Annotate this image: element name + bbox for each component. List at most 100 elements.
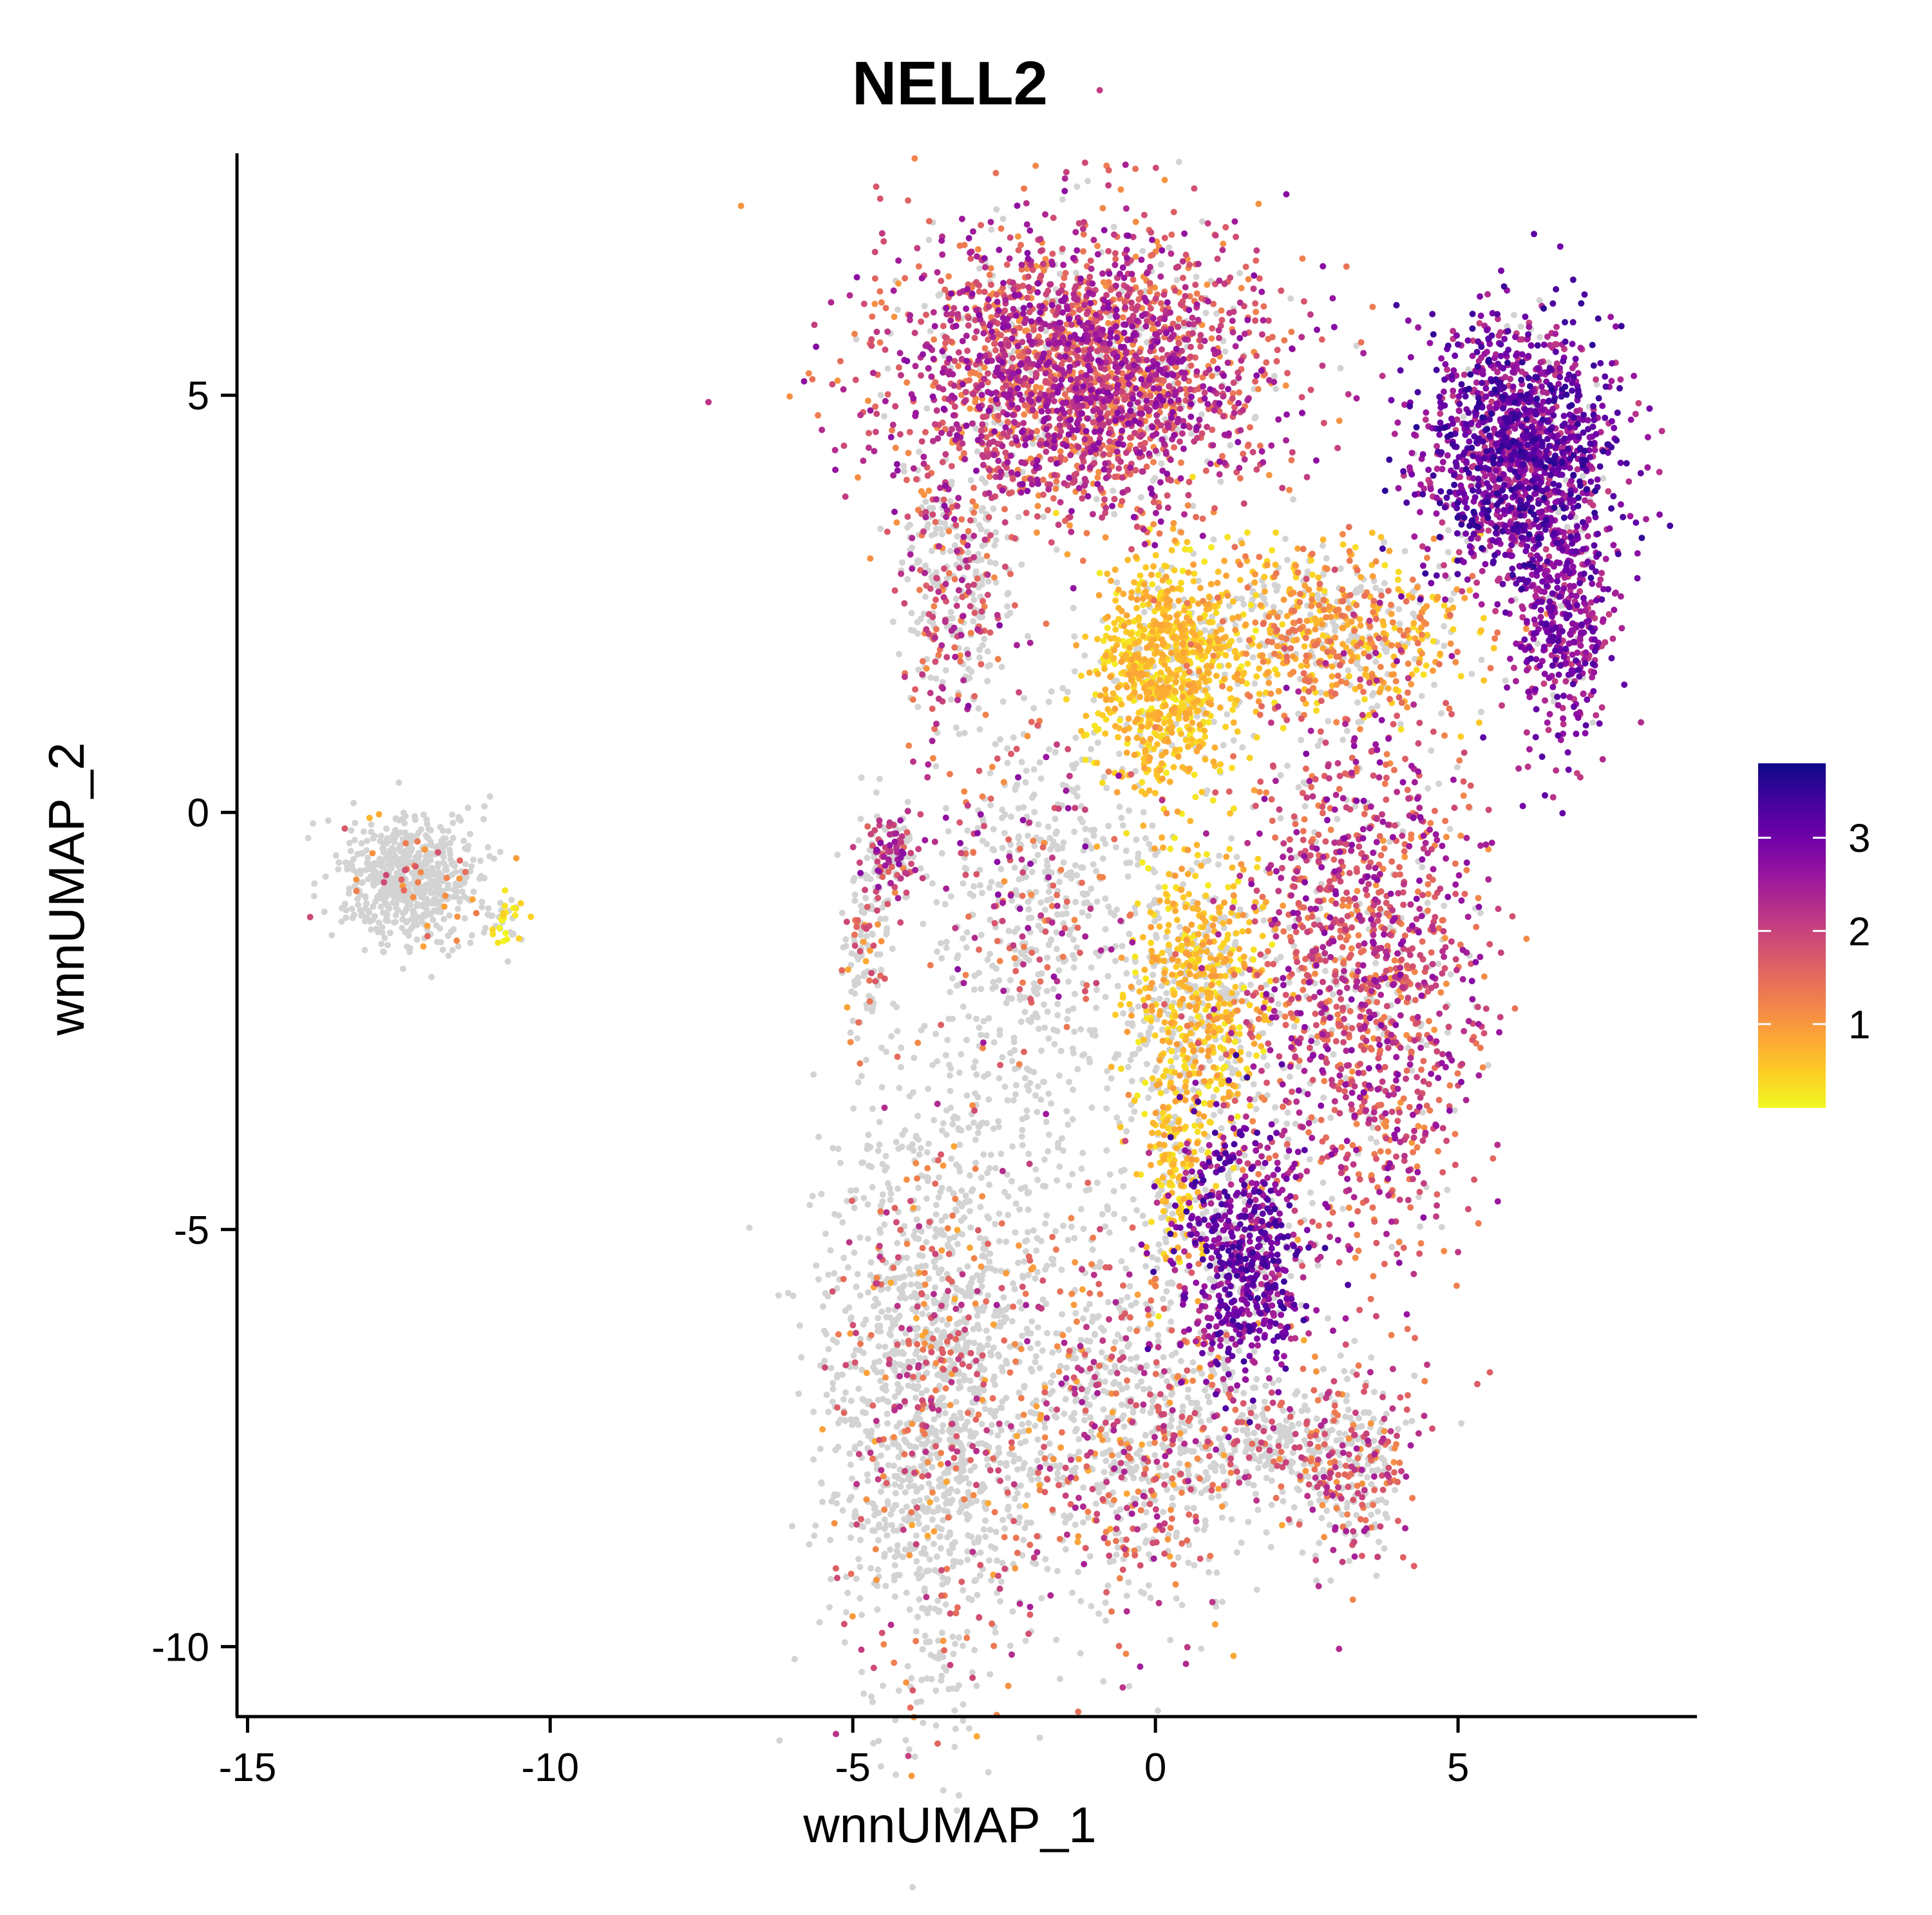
cell-point	[992, 741, 999, 748]
cell-point	[877, 1452, 884, 1459]
cell-point	[862, 1409, 869, 1416]
cell-point	[394, 870, 401, 877]
cell-point	[1105, 823, 1112, 830]
cell-point	[976, 1024, 983, 1031]
cell-point	[933, 1496, 940, 1503]
cell-point	[1090, 832, 1097, 839]
cell-point	[1070, 964, 1077, 971]
cell-point	[980, 1151, 987, 1158]
cell-point	[1103, 1458, 1110, 1464]
cell-point	[895, 1687, 902, 1694]
cell-point	[480, 815, 487, 823]
cell-point	[933, 763, 940, 770]
cell-point	[884, 1420, 891, 1427]
cell-point	[829, 1398, 836, 1405]
cell-point	[906, 521, 913, 528]
cell-point	[1511, 312, 1517, 319]
cell-point	[399, 916, 406, 923]
cell-point	[1156, 995, 1163, 1002]
cell-point	[1185, 1386, 1191, 1393]
cell-point	[1063, 872, 1070, 879]
cell-point	[1101, 1469, 1108, 1476]
cell-point	[862, 1056, 869, 1063]
cell-point	[1367, 1135, 1374, 1142]
cell-point	[1323, 1507, 1331, 1514]
cell-point	[1032, 1275, 1039, 1282]
cell-point	[950, 1558, 957, 1565]
cell-point	[1157, 261, 1164, 268]
cell-point	[971, 1646, 978, 1653]
cell-point	[891, 1367, 898, 1374]
cell-point	[1019, 1272, 1026, 1279]
cell-point	[905, 1266, 913, 1273]
cell-point	[983, 1032, 990, 1039]
cell-point	[897, 1063, 904, 1071]
cell-point	[1249, 596, 1256, 603]
cell-point	[1374, 1508, 1381, 1515]
cell-point	[822, 1230, 829, 1237]
cell-point	[973, 1015, 980, 1022]
cell-point	[1323, 555, 1330, 562]
cell-point	[845, 1264, 851, 1271]
cell-point	[869, 1184, 876, 1191]
cell-point	[956, 1509, 963, 1516]
cell-point	[875, 1537, 882, 1544]
cell-point	[1023, 1107, 1030, 1114]
cell-point	[1401, 548, 1408, 555]
cell-point	[848, 1397, 855, 1404]
cell-point	[851, 1514, 858, 1521]
cell-point	[947, 609, 954, 616]
cell-point	[965, 1595, 972, 1602]
cell-point	[1027, 1466, 1034, 1473]
cell-point	[1558, 602, 1565, 609]
cell-point	[1072, 1521, 1079, 1529]
cell-point	[450, 835, 457, 842]
cell-point	[975, 551, 982, 558]
cell-point	[1126, 859, 1133, 866]
cell-point	[1173, 1533, 1180, 1540]
cell-point	[972, 1577, 980, 1584]
cell-point	[1001, 1525, 1009, 1532]
cell-point	[1176, 1460, 1183, 1467]
cell-point	[956, 1634, 963, 1641]
cell-point	[1081, 1051, 1088, 1058]
cell-point	[1210, 1093, 1217, 1100]
cell-point	[944, 1036, 951, 1043]
cell-point	[983, 1264, 990, 1272]
cell-point	[938, 1428, 945, 1435]
chart-title: NELL2	[852, 49, 1048, 118]
cell-point	[1149, 822, 1156, 829]
cell-point	[954, 533, 961, 540]
cell-point	[985, 1769, 992, 1776]
cell-point	[905, 1483, 913, 1490]
cell-point	[444, 932, 451, 939]
cell-point	[1041, 906, 1048, 913]
cell-point	[1354, 589, 1360, 596]
cell-point	[1065, 1326, 1072, 1333]
cell-point	[1307, 1500, 1314, 1507]
cell-point	[1054, 1475, 1061, 1482]
cell-point	[987, 1671, 994, 1678]
cell-point	[1034, 1235, 1041, 1242]
cell-point	[840, 1396, 847, 1403]
cell-point	[775, 1292, 782, 1299]
cell-point	[1286, 1073, 1293, 1080]
cell-point	[1021, 1074, 1028, 1081]
cell-point	[1309, 1199, 1316, 1206]
cell-point	[951, 542, 958, 549]
cell-point	[982, 1533, 989, 1540]
cell-point	[965, 1532, 972, 1539]
cell-point	[1025, 899, 1032, 906]
cell-point	[359, 879, 366, 886]
cell-point	[884, 365, 891, 372]
cell-point	[930, 1509, 937, 1516]
cell-point	[1283, 1120, 1291, 1127]
cell-point	[874, 1606, 881, 1613]
cell-point	[1077, 1650, 1084, 1657]
cell-point	[887, 1546, 894, 1553]
cell-point	[1019, 1332, 1025, 1339]
cell-point	[918, 1484, 925, 1491]
cell-point	[1287, 295, 1294, 302]
cell-point	[1266, 1434, 1273, 1441]
cell-point	[998, 1404, 1005, 1411]
